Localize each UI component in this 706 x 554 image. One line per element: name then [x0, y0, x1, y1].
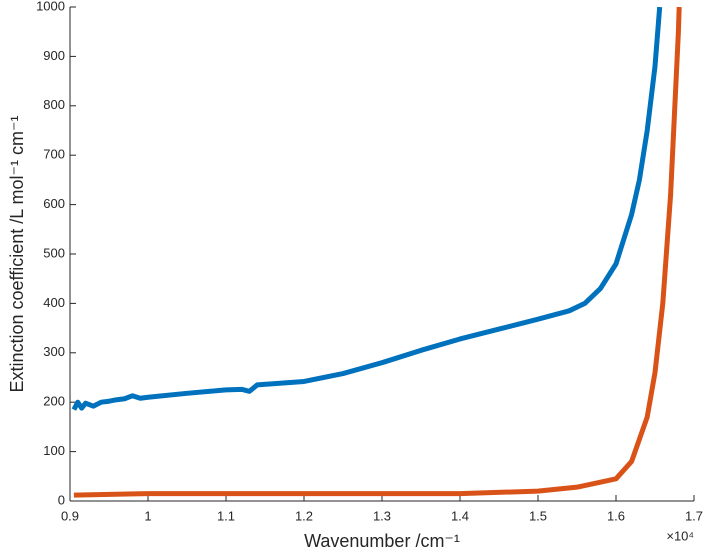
y-tick-label: 200 [43, 394, 65, 409]
y-tick-label: 0 [58, 492, 65, 507]
data-line [73, 7, 682, 498]
y-tick-label: 700 [43, 147, 65, 162]
x-tick-label: 1.3 [373, 508, 391, 523]
data-line [71, 7, 663, 411]
x-tick-label: 1.7 [685, 508, 703, 523]
y-tick-label: 100 [43, 443, 65, 458]
y-tick-label: 600 [43, 196, 65, 211]
y-tick-label: 900 [43, 48, 65, 63]
y-tick-label: 800 [43, 97, 65, 112]
x-axis-label: Wavenumber /cm⁻¹ [304, 531, 460, 551]
y-tick-label: 500 [43, 245, 65, 260]
x-tick-label: 1.6 [607, 508, 625, 523]
y-tick-label: 300 [43, 344, 65, 359]
y-axis-label: Extinction coefficient /L mol⁻¹ cm⁻¹ [7, 115, 27, 392]
x-tick-label: 0.9 [61, 508, 79, 523]
x-tick-label: 1.5 [529, 508, 547, 523]
x-tick-label: 1.1 [217, 508, 235, 523]
x-tick-label: 1 [144, 508, 151, 523]
y-tick-label: 1000 [36, 0, 65, 13]
x-tick-label: 1.2 [295, 508, 313, 523]
plot-area [71, 7, 682, 498]
x-multiplier: ×10⁴ [666, 528, 694, 543]
y-tick-label: 400 [43, 295, 65, 310]
x-tick-label: 1.4 [451, 508, 469, 523]
